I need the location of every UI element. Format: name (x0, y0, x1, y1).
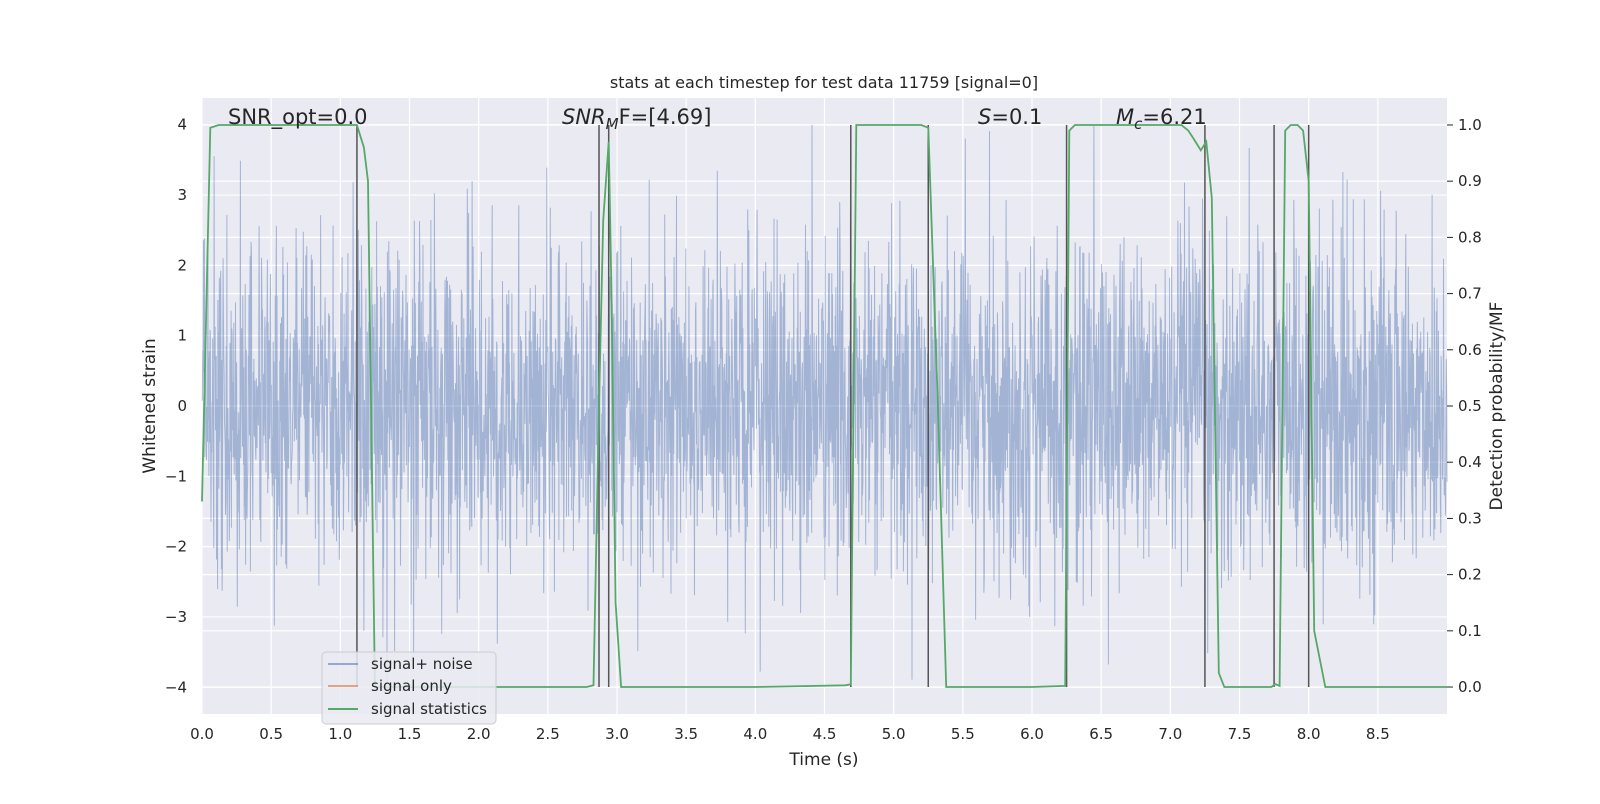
y-left-tick-label-3: 1 (177, 327, 187, 345)
y-left-tick-label-4: 0 (177, 397, 187, 415)
x-tick-label-11: 5.5 (951, 725, 975, 743)
y-right-tick-label-10: 0.0 (1458, 678, 1482, 696)
annotation-s-main: S (978, 105, 991, 129)
y-left-tick-label-0: 4 (177, 116, 187, 134)
y-right-axis-ticks: 1.0 0.9 0.8 0.7 0.6 0.5 0.4 0.3 0.2 0.1 0.0 (1447, 116, 1482, 696)
x-tick-label-7: 3.5 (674, 725, 698, 743)
y-right-tick-label-1: 0.9 (1458, 172, 1482, 190)
annotation-mc: Mc=6.21 (1116, 105, 1207, 133)
legend-label-signal-only: signal only (371, 677, 452, 695)
legend-label-signal-statistics: signal statistics (371, 700, 487, 718)
y-left-tick-label-7: −3 (165, 608, 187, 626)
annotation-mc-main: M (1116, 105, 1134, 129)
y-left-tick-label-6: −2 (165, 538, 187, 556)
y-right-tick-label-3: 0.7 (1458, 285, 1482, 303)
y-right-tick-label-5: 0.5 (1458, 397, 1482, 415)
y-right-tick-label-0: 1.0 (1458, 116, 1482, 134)
grid (201, 98, 1447, 714)
legend: signal+ noise signal only signal statist… (321, 651, 497, 725)
x-tick-label-2: 1.0 (328, 725, 352, 743)
x-tick-label-6: 3.0 (605, 725, 629, 743)
legend-box (321, 651, 497, 725)
y-left-axis-label: Whitened strain (140, 338, 160, 473)
x-axis-ticks: 0.0 0.5 1.0 1.5 2.0 2.5 3.0 3.5 4.0 4.5 5.0 5.5 6.0 6… (190, 725, 1390, 743)
y-right-tick-label-4: 0.6 (1458, 341, 1482, 359)
annotation-mc-rest: =6.21 (1142, 105, 1206, 129)
x-tick-label-1: 0.5 (259, 725, 283, 743)
x-tick-label-17: 8.5 (1366, 725, 1390, 743)
y-right-axis-label: Detection probability/MF (1487, 302, 1507, 511)
annotation-s: S=0.1 (978, 105, 1042, 129)
x-tick-label-14: 7.0 (1158, 725, 1182, 743)
x-tick-label-12: 6.0 (1020, 725, 1044, 743)
x-tick-label-9: 4.5 (813, 725, 837, 743)
annotation-snr-mf-main: SNR (562, 105, 606, 129)
annotation-mc-sub: c (1134, 115, 1143, 133)
x-tick-label-4: 2.0 (467, 725, 491, 743)
y-right-tick-label-7: 0.3 (1458, 509, 1482, 527)
y-right-tick-label-8: 0.2 (1458, 566, 1482, 584)
x-tick-label-3: 1.5 (398, 725, 422, 743)
x-tick-label-10: 5.0 (882, 725, 906, 743)
legend-label-signal-noise: signal+ noise (371, 655, 473, 673)
annotation-snr-mf-sub: M (606, 115, 619, 133)
chart-title: stats at each timestep for test data 117… (610, 73, 1038, 92)
annotation-snr-opt: SNR_opt=0.0 (228, 105, 368, 130)
y-left-tick-label-1: 3 (177, 186, 187, 204)
annotation-snr-mf: SNRMF=[4.69] (562, 105, 711, 133)
y-left-tick-label-8: −4 (165, 678, 187, 696)
x-tick-label-5: 2.5 (536, 725, 560, 743)
y-right-tick-label-9: 0.1 (1458, 622, 1482, 640)
y-left-tick-label-2: 2 (177, 256, 187, 274)
annotation-snr-mf-rest: F=[4.69] (619, 105, 712, 129)
x-tick-label-0: 0.0 (190, 725, 214, 743)
signal-noise-series (201, 124, 1448, 682)
x-tick-label-15: 7.5 (1228, 725, 1252, 743)
y-left-tick-label-5: −1 (165, 467, 187, 485)
x-tick-label-8: 4.0 (743, 725, 767, 743)
signal-noise-line (201, 124, 1448, 682)
x-tick-label-13: 6.5 (1089, 725, 1113, 743)
y-left-axis-ticks: 4 3 2 1 0 −1 −2 −3 −4 (165, 116, 187, 697)
y-right-tick-label-2: 0.8 (1458, 228, 1482, 246)
y-right-tick-label-6: 0.4 (1458, 453, 1482, 471)
annotation-s-rest: =0.1 (991, 105, 1042, 129)
x-tick-label-16: 8.0 (1297, 725, 1321, 743)
x-axis-label: Time (s) (788, 750, 858, 770)
